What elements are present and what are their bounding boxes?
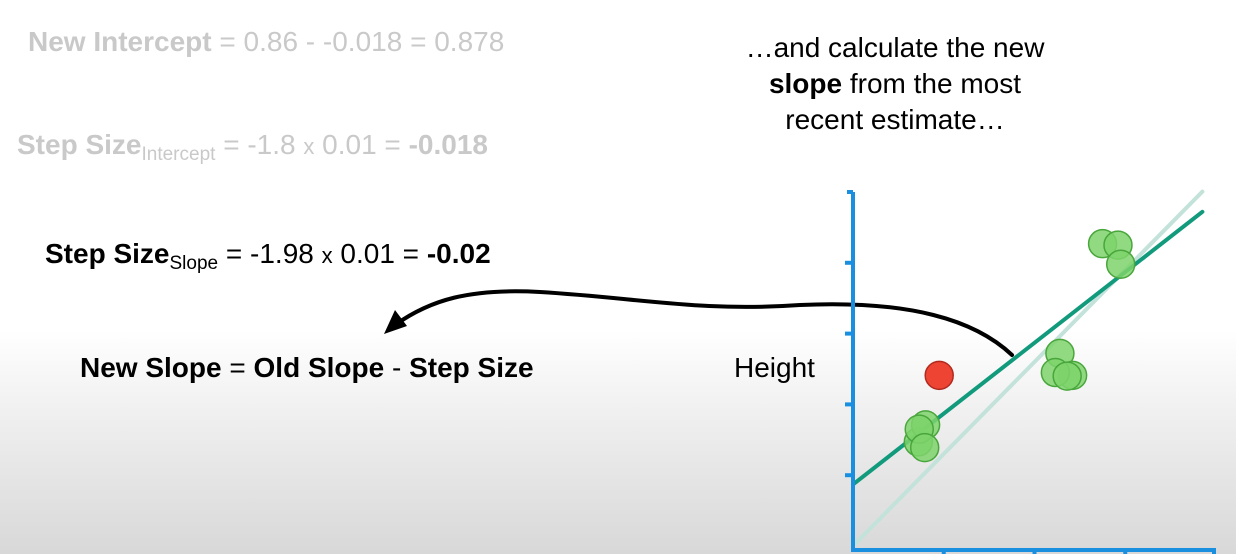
equals-sign: =: [223, 129, 240, 160]
derivative-value: -1.98: [250, 238, 314, 269]
old-slope-term: Old Slope: [253, 352, 385, 383]
step-size-intercept-result: -0.018: [408, 129, 488, 160]
highlighted-data-point: [924, 360, 954, 391]
equals-sign: =: [229, 352, 246, 383]
derivative-value: -1.8: [247, 129, 296, 160]
intercept-subscript: Intercept: [141, 144, 216, 165]
step-size-slope-result: -0.02: [426, 238, 491, 269]
y-axis-label: Height: [734, 352, 815, 383]
new-slope-formula: New Slope = Old Slope - Step Size: [80, 354, 534, 382]
equals-sign: =: [225, 238, 243, 269]
learning-rate-value: 0.01 =: [340, 238, 420, 269]
step-size-term: Step Size: [409, 352, 534, 383]
step-size-slope-formula: Step SizeSlope = -1.98 x 0.01 = -0.02: [45, 238, 491, 274]
step-size-intercept-formula: Step SizeIntercept = -1.8 x 0.01 = -0.01…: [17, 129, 488, 165]
arrowhead-icon: [384, 310, 407, 334]
caption-line-1: …and calculate the new: [745, 32, 1045, 63]
data-point: [1052, 361, 1082, 391]
new-slope-label: New Slope: [80, 352, 222, 383]
slope-subscript: Slope: [169, 253, 219, 274]
times-sign: x: [303, 134, 315, 159]
new-intercept-expression: 0.86 - -0.018 = 0.878: [243, 26, 505, 57]
step-size-label: Step Size: [17, 129, 142, 160]
new-intercept-formula: New Intercept = 0.86 - -0.018 = 0.878: [28, 28, 504, 56]
data-point: [909, 432, 940, 463]
minus-sign: -: [391, 352, 402, 383]
arrow-icon: [393, 289, 1014, 357]
caption-line-3: recent estimate…: [785, 104, 1005, 135]
data-point: [1105, 249, 1136, 279]
new-intercept-label: New Intercept: [28, 26, 212, 57]
equals-sign: =: [219, 26, 236, 57]
step-size-label: Step Size: [45, 238, 170, 269]
learning-rate-value: 0.01 =: [322, 129, 401, 160]
caption: …and calculate the new slope from the mo…: [705, 30, 1085, 138]
caption-line-2-rest: from the most: [849, 68, 1022, 99]
caption-line-2: slope from the most: [705, 66, 1085, 102]
times-sign: x: [321, 243, 333, 268]
caption-bold-word: slope: [768, 68, 843, 99]
previous-fit-line: [851, 189, 1205, 548]
